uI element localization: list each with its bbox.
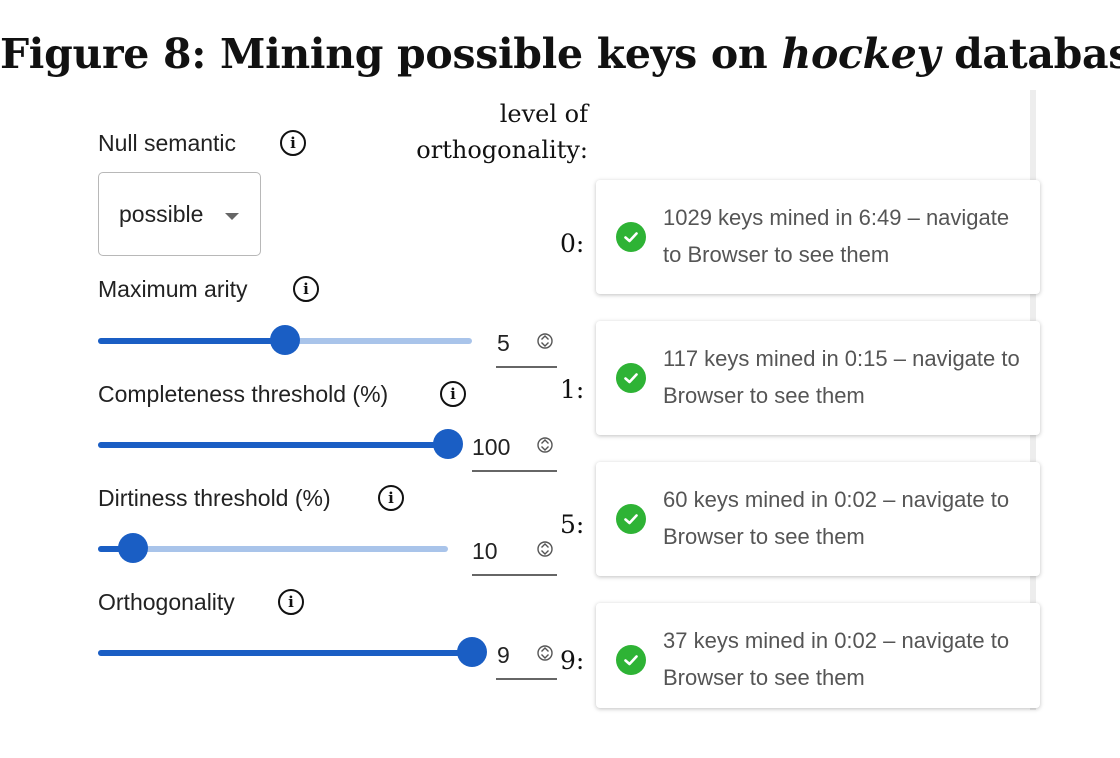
completeness-threshold-value[interactable]: 100 — [472, 434, 511, 460]
spinner-icon[interactable] — [537, 538, 553, 560]
level-label: 9: — [560, 646, 585, 675]
result-message: 37 keys mined in 0:02 – navigate to Brow… — [663, 628, 1010, 690]
result-message: 60 keys mined in 0:02 – navigate to Brow… — [663, 487, 1010, 549]
result-message: 1029 keys mined in 6:49 – navigate to Br… — [663, 205, 1010, 267]
result-card: 117 keys mined in 0:15 – navigate to Bro… — [596, 321, 1040, 435]
header-line: orthogonality: — [416, 136, 588, 164]
maximum-arity-value[interactable]: 5 — [497, 330, 510, 356]
dirtiness-threshold-value[interactable]: 10 — [472, 538, 498, 564]
slider-thumb[interactable] — [270, 325, 300, 355]
slider-fill — [98, 442, 448, 448]
info-icon[interactable]: i — [278, 589, 304, 615]
level-label: 0: — [560, 229, 585, 258]
orthogonality-slider[interactable] — [98, 637, 487, 667]
orthogonality-level-header: level of orthogonality: — [380, 96, 588, 168]
maximum-arity-slider[interactable] — [98, 325, 472, 355]
result-card: 60 keys mined in 0:02 – navigate to Brow… — [596, 462, 1040, 576]
level-label: 5: — [560, 510, 585, 539]
check-circle-icon — [616, 645, 646, 675]
null-semantic-label: Null semantic — [98, 130, 237, 156]
field-underline — [472, 470, 557, 472]
slider-fill — [98, 546, 133, 552]
info-icon[interactable]: i — [293, 276, 319, 302]
null-semantic-value: possible — [119, 201, 204, 227]
null-semantic-select[interactable]: possible — [98, 172, 261, 256]
spinner-icon[interactable] — [537, 642, 553, 664]
result-card: 37 keys mined in 0:02 – navigate to Brow… — [596, 603, 1040, 708]
result-card: 1029 keys mined in 6:49 – navigate to Br… — [596, 180, 1040, 294]
field-underline — [472, 574, 557, 576]
orthogonality-value[interactable]: 9 — [497, 642, 510, 668]
dirtiness-threshold-label: Dirtiness threshold (%) — [98, 485, 331, 511]
slider-thumb[interactable] — [433, 429, 463, 459]
orthogonality-label: Orthogonality — [98, 589, 235, 615]
figure-title: Figure 8: Mining possible keys on hockey… — [0, 30, 1120, 78]
check-circle-icon — [616, 504, 646, 534]
slider-fill — [98, 338, 285, 344]
completeness-threshold-slider[interactable] — [98, 429, 463, 459]
slider-fill — [98, 650, 472, 656]
info-icon[interactable]: i — [280, 130, 306, 156]
field-underline — [496, 366, 557, 368]
slider-thumb[interactable] — [118, 533, 148, 563]
spinner-icon[interactable] — [537, 434, 553, 456]
dirtiness-threshold-slider[interactable] — [98, 533, 448, 563]
level-label: 1: — [560, 375, 585, 404]
spinner-icon[interactable] — [537, 330, 553, 352]
check-circle-icon — [616, 222, 646, 252]
field-underline — [496, 678, 557, 680]
check-circle-icon — [616, 363, 646, 393]
maximum-arity-label: Maximum arity — [98, 276, 248, 302]
info-icon[interactable]: i — [440, 381, 466, 407]
result-message: 117 keys mined in 0:15 – navigate to Bro… — [663, 346, 1020, 408]
completeness-threshold-label: Completeness threshold (%) — [98, 381, 389, 407]
header-line: level of — [499, 100, 588, 128]
info-icon[interactable]: i — [378, 485, 404, 511]
slider-thumb[interactable] — [457, 637, 487, 667]
caret-down-icon — [225, 213, 239, 220]
